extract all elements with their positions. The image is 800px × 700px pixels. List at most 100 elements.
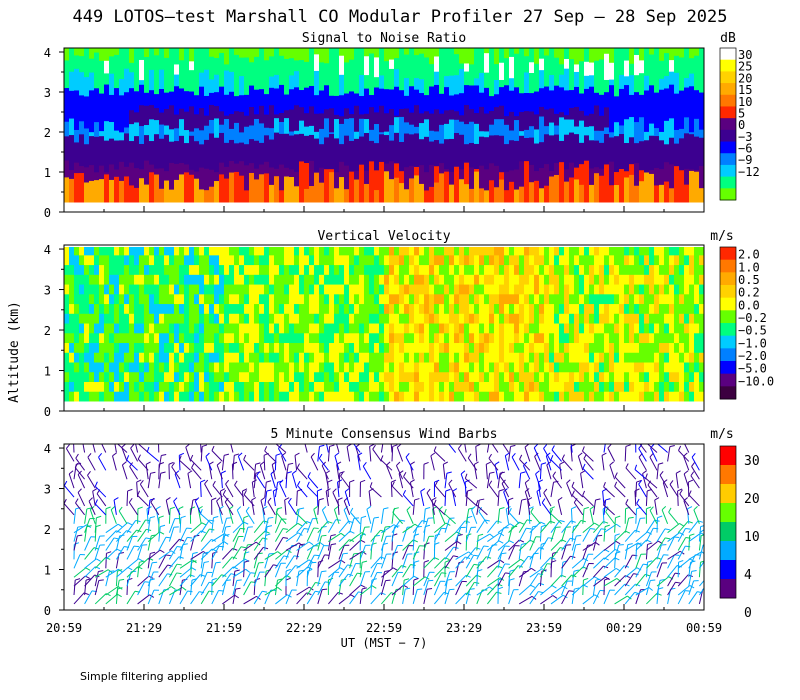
wind-barb [126, 459, 138, 471]
velocity-cell [279, 283, 285, 295]
velocity-cell [474, 303, 480, 314]
snr-cell [289, 130, 295, 136]
wind-barb [264, 571, 267, 587]
snr-cell [539, 69, 545, 89]
snr-cell [434, 130, 440, 141]
wind-barb [656, 554, 664, 569]
snr-cell [569, 75, 575, 91]
wind-barb [84, 558, 97, 569]
velocity-cell [564, 313, 570, 324]
velocity-cell [504, 293, 510, 305]
wind-barb-flag [478, 507, 483, 512]
velocity-cell [294, 381, 300, 392]
wind-barb-flag [392, 551, 399, 554]
velocity-cell [274, 247, 280, 256]
velocity-cell [269, 381, 275, 392]
velocity-cell [634, 283, 640, 295]
wind-barb [487, 520, 498, 533]
snr-cell [234, 95, 240, 112]
wind-barb [115, 546, 125, 560]
snr-cell [484, 136, 490, 170]
velocity-cell [384, 391, 390, 402]
velocity-cell [234, 332, 240, 344]
velocity-cell [194, 247, 200, 256]
velocity-cell [284, 313, 290, 324]
velocity-cell [69, 332, 75, 344]
velocity-cell [384, 293, 390, 305]
wind-barb [82, 444, 86, 453]
velocity-cell [274, 322, 280, 334]
velocity-cell [64, 361, 70, 373]
velocity-cell [199, 283, 205, 295]
velocity-cell [159, 391, 165, 402]
velocity-cell [549, 361, 555, 373]
snr-cell [174, 74, 180, 87]
wind-barb [296, 592, 308, 605]
snr-cell [589, 74, 595, 87]
velocity-cell [504, 254, 510, 266]
snr-cell [584, 126, 590, 136]
wind-barb [478, 511, 488, 525]
wind-barb-flag [560, 547, 566, 550]
velocity-cell [234, 293, 240, 305]
velocity-cell [224, 361, 230, 373]
velocity-cell [469, 283, 475, 295]
velocity-cell [559, 247, 565, 256]
snr-cell [614, 106, 620, 123]
snr-cell [254, 113, 260, 119]
velocity-cell [579, 254, 585, 266]
wind-barb-flag [665, 537, 671, 540]
wind-barb [197, 508, 202, 524]
velocity-cell [649, 313, 655, 324]
snr-cell [344, 93, 350, 109]
velocity-cell [309, 342, 315, 353]
velocity-cell [579, 283, 585, 295]
velocity-cell [299, 322, 305, 334]
velocity-cell [374, 322, 380, 334]
snr-cell [594, 172, 600, 203]
velocity-cell [459, 371, 465, 382]
velocity-cell [604, 303, 610, 314]
velocity-cell [459, 293, 465, 305]
velocity-cell [474, 283, 480, 295]
snr-cell [419, 138, 425, 166]
wind-barb-flag [98, 453, 103, 458]
wind-barb [251, 482, 255, 498]
velocity-cell [394, 293, 400, 305]
velocity-cell [254, 247, 260, 256]
velocity-cell [519, 293, 525, 305]
velocity-cell [184, 342, 190, 353]
velocity-cell [679, 283, 685, 295]
snr-cell [164, 125, 170, 135]
velocity-cell [574, 352, 580, 363]
wind-barb [275, 512, 287, 525]
velocity-cell [509, 313, 515, 324]
wind-barb-flag [361, 587, 368, 590]
snr-cell [389, 59, 395, 69]
velocity-cell [639, 332, 645, 344]
colorbar-swatch [720, 106, 736, 119]
snr-cell [624, 84, 630, 108]
velocity-cell [454, 361, 460, 373]
velocity-cell [544, 247, 550, 256]
velocity-cell [499, 293, 505, 305]
snr-cell [159, 138, 165, 169]
wind-barb [518, 499, 523, 515]
velocity-cell [79, 313, 85, 324]
velocity-cell [274, 371, 280, 382]
velocity-cell [129, 254, 135, 266]
snr-cell [484, 168, 490, 191]
velocity-cell [444, 381, 450, 392]
velocity-cell [234, 371, 240, 382]
velocity-cell [264, 247, 270, 256]
wind-barb [256, 475, 266, 489]
velocity-cell [634, 361, 640, 373]
wind-barb [118, 510, 128, 525]
velocity-cell [344, 264, 350, 275]
wind-barb [77, 474, 86, 489]
snr-cell [469, 166, 475, 189]
velocity-cell [684, 361, 690, 373]
snr-cell [369, 48, 375, 54]
velocity-cell [609, 293, 615, 305]
wind-barb [580, 473, 584, 489]
